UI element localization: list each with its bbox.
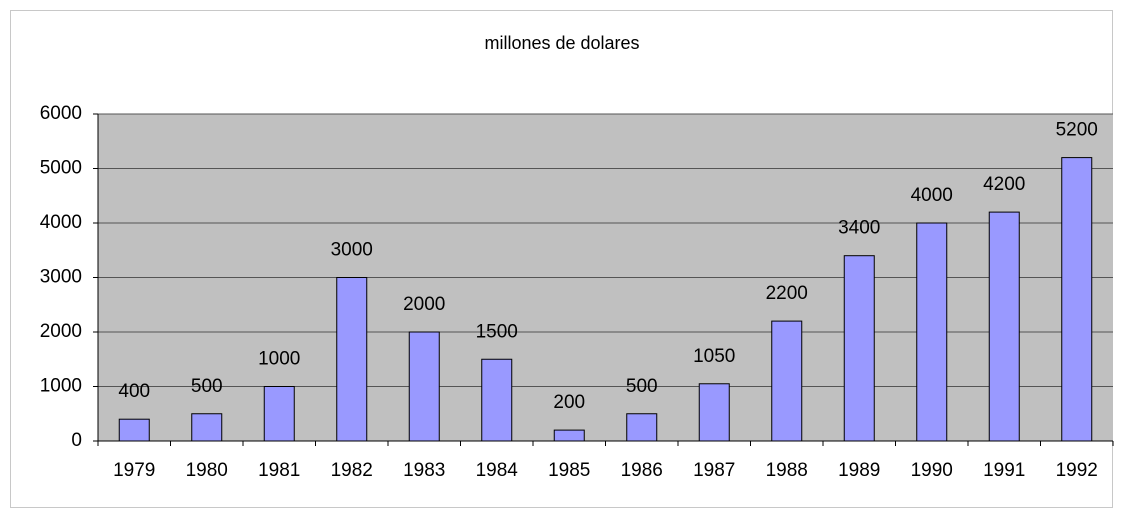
data-label: 200 [553,392,585,413]
data-label: 4200 [983,174,1025,195]
data-label: 1000 [258,349,300,370]
y-tick-label: 5000 [40,158,82,179]
x-tick-label: 1984 [476,460,519,481]
bar [553,429,585,442]
data-label: 3000 [331,240,373,261]
bar [263,386,295,442]
bar [843,255,875,442]
bar [916,222,948,442]
x-tick-label: 1992 [1056,460,1098,481]
bar [988,211,1020,442]
x-tick-label: 1990 [911,460,953,481]
x-tick-label: 1989 [838,460,880,481]
y-tick-label: 3000 [40,267,82,288]
y-tick-label: 0 [71,430,82,451]
data-label: 1050 [693,346,735,367]
y-tick-label: 1000 [40,376,82,397]
data-label: 500 [191,376,223,397]
x-tick-label: 1988 [766,460,808,481]
data-label: 500 [626,376,658,397]
bar [771,320,803,442]
bar [191,413,223,442]
data-label: 5200 [1056,120,1098,141]
data-label: 4000 [911,185,953,206]
data-label: 3400 [838,218,880,239]
x-tick-label: 1980 [186,460,228,481]
x-tick-label: 1979 [113,460,155,481]
y-tick-label: 6000 [40,103,82,124]
data-label: 2000 [403,294,445,315]
x-tick-label: 1983 [403,460,445,481]
bar [626,413,658,442]
bar [698,383,730,442]
bar [481,358,513,442]
x-tick-label: 1986 [621,460,663,481]
bar [1061,157,1093,442]
bar [408,331,440,442]
x-tick-label: 1987 [693,460,735,481]
data-label: 400 [118,381,150,402]
y-tick-label: 2000 [40,321,82,342]
x-tick-label: 1981 [258,460,300,481]
bar [118,418,150,442]
data-label: 2200 [766,283,808,304]
x-tick-label: 1982 [331,460,373,481]
x-tick-label: 1991 [983,460,1025,481]
bar [336,277,368,442]
x-tick-label: 1985 [548,460,590,481]
y-tick-label: 4000 [40,212,82,233]
data-label: 1500 [476,321,518,342]
chart-title: millones de dolares [484,33,639,53]
